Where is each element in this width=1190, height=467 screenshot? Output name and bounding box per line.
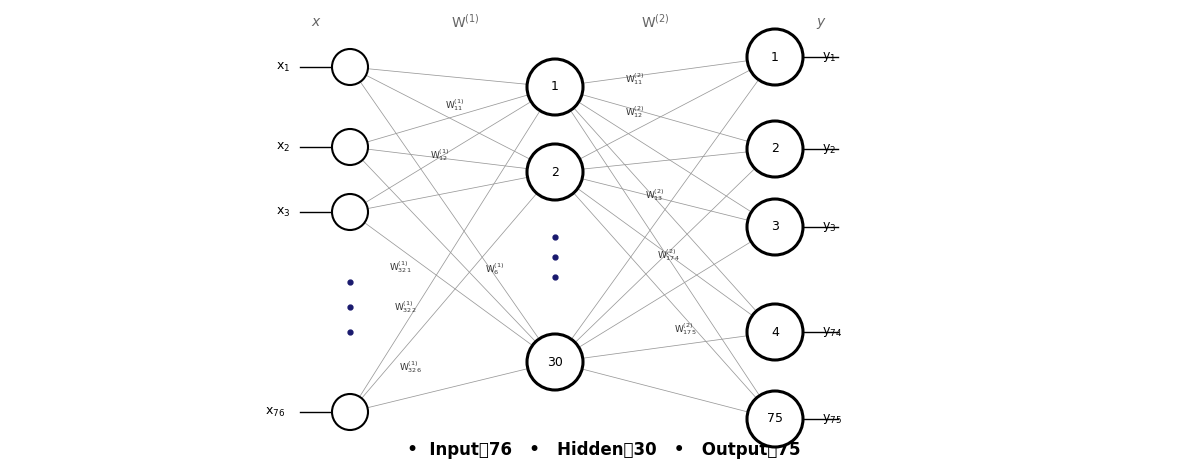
- Text: x$_2$: x$_2$: [276, 141, 290, 154]
- Text: W$^{(1)}_{326}$: W$^{(1)}_{326}$: [399, 359, 421, 375]
- Circle shape: [332, 394, 368, 430]
- Text: 30: 30: [547, 355, 563, 368]
- Text: W$^{(1)}_{321}$: W$^{(1)}_{321}$: [389, 259, 412, 275]
- Text: W$^{(2)}_{12}$: W$^{(2)}_{12}$: [625, 104, 645, 120]
- Text: 2: 2: [551, 165, 559, 178]
- Text: y$_{74}$: y$_{74}$: [822, 325, 843, 339]
- Circle shape: [747, 29, 803, 85]
- Circle shape: [527, 59, 583, 115]
- Text: 3: 3: [771, 220, 779, 234]
- Circle shape: [527, 144, 583, 200]
- Text: 1: 1: [771, 50, 779, 64]
- Text: W$^{(2)}_{174}$: W$^{(2)}_{174}$: [657, 247, 679, 263]
- Text: x$_1$: x$_1$: [276, 60, 290, 73]
- Text: x$_{76}$: x$_{76}$: [265, 405, 284, 418]
- Text: •  Input：76   •   Hidden：30   •   Output：75: • Input：76 • Hidden：30 • Output：75: [390, 441, 800, 459]
- Text: y$_3$: y$_3$: [822, 220, 837, 234]
- Circle shape: [747, 304, 803, 360]
- Text: 4: 4: [771, 325, 779, 339]
- Circle shape: [332, 49, 368, 85]
- Text: W$^{(2)}_{175}$: W$^{(2)}_{175}$: [674, 321, 696, 337]
- Text: y$_{75}$: y$_{75}$: [822, 412, 841, 426]
- Text: W$^{(1)}_{6}$: W$^{(1)}_{6}$: [486, 261, 505, 277]
- Text: x: x: [311, 15, 319, 29]
- Text: W$^{(2)}_{11}$: W$^{(2)}_{11}$: [625, 71, 645, 87]
- Text: 2: 2: [771, 142, 779, 156]
- Text: y: y: [816, 15, 825, 29]
- Text: W$^{(1)}$: W$^{(1)}$: [451, 13, 480, 31]
- Text: x$_3$: x$_3$: [276, 205, 290, 219]
- Text: 75: 75: [768, 412, 783, 425]
- Text: W$^{(2)}_{13}$: W$^{(2)}_{13}$: [645, 187, 665, 203]
- Text: y$_1$: y$_1$: [822, 50, 837, 64]
- Circle shape: [747, 391, 803, 447]
- Circle shape: [747, 121, 803, 177]
- Text: W$^{(1)}_{12}$: W$^{(1)}_{12}$: [431, 147, 450, 163]
- Circle shape: [747, 199, 803, 255]
- Circle shape: [332, 129, 368, 165]
- Circle shape: [527, 334, 583, 390]
- Text: W$^{(1)}_{322}$: W$^{(1)}_{322}$: [394, 299, 416, 315]
- Text: 1: 1: [551, 80, 559, 93]
- Text: W$^{(1)}_{11}$: W$^{(1)}_{11}$: [445, 97, 465, 113]
- Text: y$_2$: y$_2$: [822, 142, 837, 156]
- Circle shape: [332, 194, 368, 230]
- Text: W$^{(2)}$: W$^{(2)}$: [640, 13, 669, 31]
